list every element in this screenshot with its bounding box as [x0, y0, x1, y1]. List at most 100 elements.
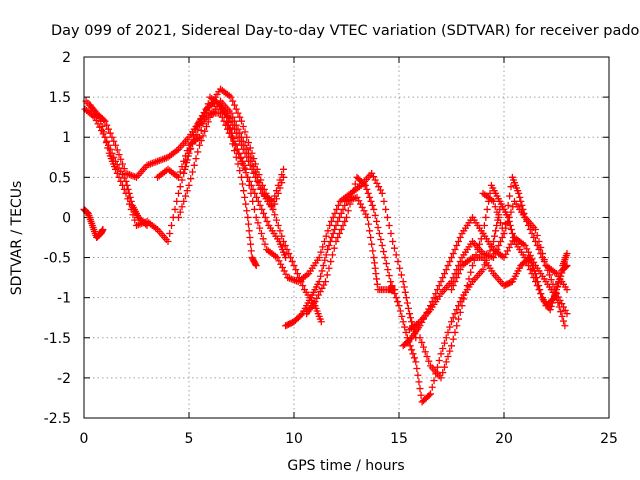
data-point: [238, 117, 245, 125]
data-point: [535, 246, 543, 254]
data-point: [252, 262, 260, 270]
data-point: [330, 244, 338, 252]
data-point: [290, 262, 298, 270]
data-point: [341, 201, 349, 209]
data-point: [278, 264, 286, 272]
data-point: [358, 203, 366, 211]
data-point: [493, 221, 501, 229]
data-point: [451, 246, 459, 254]
data-point: [249, 185, 257, 193]
data-point: [523, 217, 531, 225]
data-point: [115, 164, 123, 172]
data-point: [245, 220, 252, 228]
data-point: [229, 97, 237, 105]
y-tick-label: 1: [62, 130, 71, 146]
data-point: [444, 262, 452, 270]
data-point: [408, 318, 416, 326]
data-point: [235, 149, 243, 157]
data-point: [282, 254, 290, 262]
data-point: [378, 189, 386, 197]
data-point: [188, 139, 196, 147]
data-point: [372, 270, 380, 278]
data-points: [80, 85, 571, 406]
x-tick-label: 25: [600, 431, 618, 447]
data-point: [113, 146, 121, 154]
data-point: [257, 184, 265, 192]
data-point: [373, 217, 381, 225]
data-point: [493, 208, 501, 216]
data-point: [396, 307, 404, 315]
data-point: [115, 173, 123, 181]
data-point: [259, 235, 267, 243]
data-point: [230, 137, 238, 145]
data-point: [315, 254, 323, 262]
data-point: [242, 200, 250, 208]
data-point: [491, 203, 499, 211]
data-point: [115, 151, 123, 159]
data-point: [380, 197, 388, 205]
data-point: [448, 318, 455, 326]
data-point: [357, 200, 364, 208]
data-point: [505, 217, 513, 225]
data-point: [534, 278, 542, 286]
data-point: [398, 312, 406, 320]
data-point: [240, 187, 248, 195]
data-point: [131, 216, 139, 224]
data-point: [324, 246, 332, 254]
data-point: [366, 193, 374, 201]
data-point: [477, 235, 485, 243]
data-point: [203, 123, 210, 131]
data-point: [382, 205, 390, 213]
data-point: [329, 229, 337, 237]
data-point: [491, 232, 499, 240]
data-point: [243, 145, 251, 153]
data-point: [392, 294, 400, 302]
data-point: [261, 240, 269, 248]
data-point: [249, 197, 257, 205]
data-point: [371, 259, 378, 267]
data-point: [483, 205, 491, 213]
data-point: [226, 125, 234, 133]
data-point: [442, 334, 450, 342]
data-point: [397, 271, 405, 279]
data-point: [257, 229, 265, 237]
data-point: [479, 229, 487, 237]
data-point: [546, 271, 553, 279]
data-point: [97, 117, 105, 125]
data-point: [408, 346, 416, 354]
data-point: [402, 294, 410, 302]
data-point: [374, 223, 382, 231]
data-point: [366, 227, 374, 235]
data-point: [557, 308, 565, 316]
data-point: [455, 238, 462, 246]
data-point: [294, 270, 301, 278]
data-point: [326, 221, 334, 229]
data-point: [104, 144, 112, 152]
data-point: [410, 354, 418, 362]
data-point: [515, 189, 523, 197]
data-point: [442, 358, 450, 366]
data-point: [250, 163, 258, 171]
data-point: [364, 213, 371, 221]
data-point: [184, 152, 192, 160]
data-point: [437, 350, 445, 358]
data-point: [465, 275, 473, 283]
data-point: [380, 248, 388, 256]
data-point: [201, 127, 209, 135]
data-point: [394, 298, 402, 306]
data-point: [375, 229, 383, 237]
data-point: [406, 342, 414, 350]
y-tick-label: 2: [62, 50, 71, 66]
data-point: [399, 318, 407, 326]
data-point: [435, 357, 443, 365]
data-point: [166, 229, 174, 237]
data-point: [126, 200, 133, 208]
data-point: [437, 374, 445, 382]
data-point: [378, 242, 386, 250]
data-point: [437, 278, 445, 286]
data-point: [255, 179, 263, 187]
data-point: [414, 371, 422, 379]
data-point: [185, 181, 193, 189]
data-point: [394, 258, 402, 266]
data-point: [548, 299, 556, 307]
